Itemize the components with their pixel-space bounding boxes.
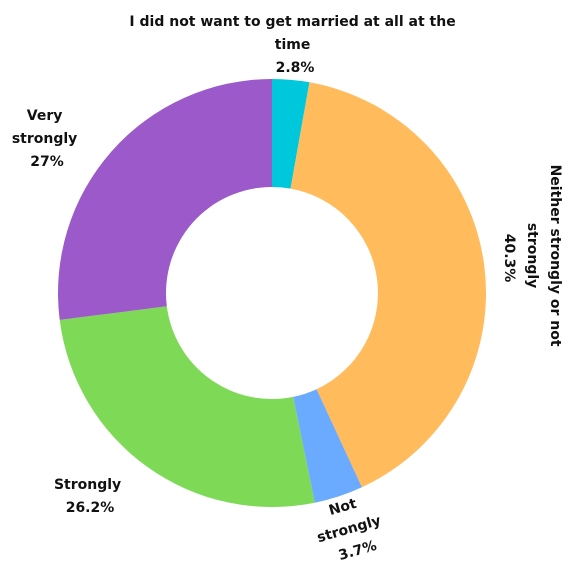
- slice-label-neither: Neither strongly or not strongly 40.3%: [501, 165, 563, 352]
- slice-label-not-married: I did not want to get married at all at …: [129, 14, 460, 76]
- slice-label-very-strongly: Very strongly 27%: [12, 108, 82, 170]
- slice-strongly: [59, 306, 315, 507]
- slice-very-strongly: [57, 79, 272, 320]
- donut-slices: [57, 79, 486, 507]
- slice-neither-strongly-or-not-strongly: [290, 82, 486, 488]
- slice-i-did-not-want-to-get-married-at-all-at-the-time: [272, 79, 310, 189]
- slice-not-strongly: [293, 389, 362, 503]
- slice-label-strongly: Strongly 26.2%: [54, 477, 126, 516]
